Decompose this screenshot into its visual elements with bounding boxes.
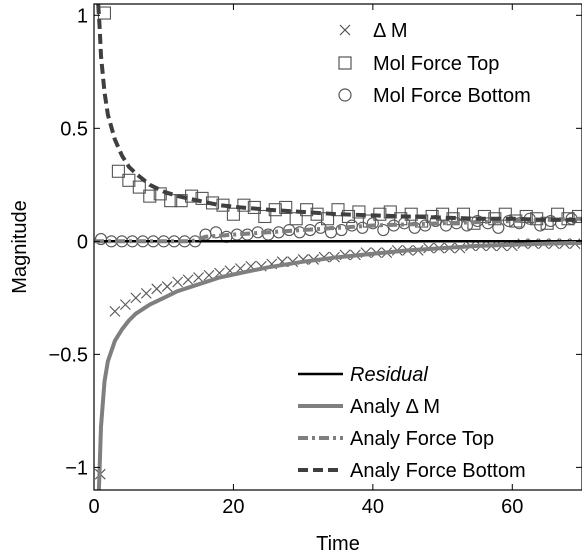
- data-point-mol-force-bottom: [377, 223, 390, 237]
- data-point-delta-m: [193, 272, 204, 283]
- data-point-delta-m: [109, 306, 121, 317]
- x-tick-label: 60: [501, 496, 523, 518]
- plot-area: [94, 4, 582, 490]
- data-point-mol-force-top: [404, 207, 418, 221]
- data-point-mol-force-top: [226, 207, 240, 221]
- data-point-mol-force-top: [132, 180, 146, 194]
- data-point-delta-m: [161, 281, 173, 292]
- data-point-mol-force-top: [477, 209, 491, 224]
- legend-label-analy-dm: Analy Δ M: [350, 396, 440, 418]
- legend-marker-delta-m-icon: [339, 24, 351, 36]
- data-point-delta-m: [130, 292, 142, 304]
- data-point-mol-force-bottom: [335, 223, 348, 237]
- data-point-delta-m: [140, 287, 152, 299]
- data-point-mol-force-bottom: [366, 217, 379, 230]
- legend-label-delta-m: Δ M: [373, 20, 407, 42]
- legend-lines: Residual Analy Δ M Analy Force Top Analy…: [298, 364, 526, 482]
- data-point-mol-force-bottom: [209, 226, 223, 239]
- data-point-mol-force-top: [174, 194, 188, 208]
- x-tick-label: 40: [362, 496, 384, 518]
- legend-marker-circle-icon: [338, 88, 352, 102]
- y-tick-label: −0.5: [49, 344, 88, 366]
- data-point-mol-force-top: [331, 203, 345, 217]
- legend-label-residual: Residual: [350, 364, 428, 386]
- data-point-mol-force-top: [258, 209, 272, 224]
- data-point-mol-force-top: [436, 207, 450, 221]
- series-line-analy-force-top: [94, 216, 582, 244]
- data-point-mol-force-top: [488, 212, 502, 226]
- data-point-mol-force-top: [300, 203, 314, 217]
- series-mol-force-top: [97, 6, 582, 230]
- y-axis-label: Magnitude: [9, 200, 31, 293]
- data-point-mol-force-top: [352, 205, 366, 219]
- data-point-mol-force-top: [571, 209, 582, 224]
- y-tick-label: 0: [77, 231, 88, 253]
- data-point-mol-force-top: [341, 209, 356, 224]
- data-point-delta-m: [172, 276, 184, 288]
- y-tick-label: 0.5: [60, 118, 88, 140]
- data-point-mol-force-top: [383, 205, 397, 219]
- data-point-mol-force-top: [143, 189, 157, 203]
- data-point-mol-force-top: [279, 200, 293, 214]
- data-point-delta-m: [119, 299, 131, 311]
- x-tick-label: 20: [222, 496, 244, 518]
- y-tick-label: −1: [65, 457, 88, 479]
- series-line-analy-force-bottom: [96, 4, 582, 222]
- data-point-mol-force-top: [111, 164, 125, 178]
- data-point-mol-force-bottom: [513, 217, 526, 230]
- legend-label-mol-force-bottom: Mol Force Bottom: [373, 85, 531, 107]
- legend-label-analy-force-bottom: Analy Force Bottom: [350, 460, 526, 482]
- data-point-delta-m: [151, 283, 163, 295]
- series-line-analy-m: [96, 240, 582, 490]
- x-axis-label: Time: [316, 533, 360, 555]
- legend-markers: Δ M Mol Force Top Mol Force Bottom: [338, 20, 531, 107]
- legend-marker-square-icon: [338, 56, 352, 70]
- legend-label-mol-force-top: Mol Force Top: [373, 53, 499, 75]
- data-point-mol-force-top: [122, 173, 136, 187]
- data-point-mol-force-top: [498, 207, 512, 221]
- legend-label-analy-force-top: Analy Force Top: [350, 428, 494, 450]
- y-tick-label: 1: [77, 5, 88, 27]
- data-point-delta-m: [182, 274, 194, 286]
- axes-frame: [93, 3, 582, 491]
- x-tick-label: 0: [88, 496, 99, 518]
